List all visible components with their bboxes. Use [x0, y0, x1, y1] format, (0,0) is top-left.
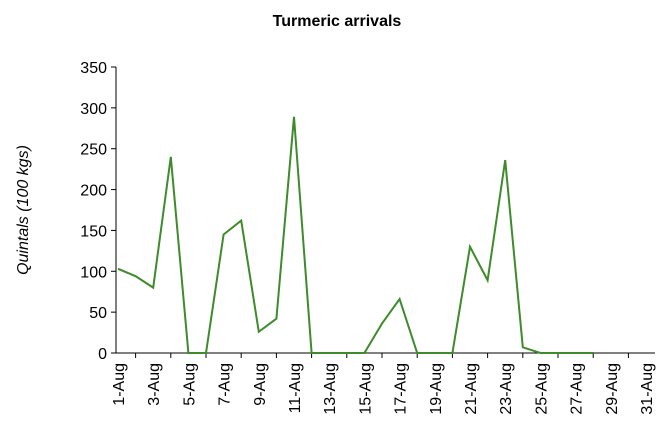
line-series [117, 116, 594, 354]
x-tick-label: 27-Aug [569, 363, 586, 415]
x-tick-label: 19-Aug [428, 363, 445, 415]
x-tick-label: 9-Aug [252, 363, 269, 406]
x-tick-label: 21-Aug [463, 363, 480, 415]
y-tick-label: 250 [80, 142, 107, 159]
chart-title: Turmeric arrivals [273, 13, 402, 30]
x-tick-label: 3-Aug [146, 363, 163, 406]
x-tick-label: 7-Aug [217, 363, 234, 406]
y-tick-label: 100 [80, 264, 107, 281]
x-tick-label: 25-Aug [533, 363, 550, 415]
x-tick-label: 5-Aug [181, 363, 198, 406]
y-tick-label: 350 [80, 60, 107, 77]
y-tick-label: 50 [89, 305, 107, 322]
x-tick-label: 13-Aug [322, 363, 339, 415]
y-tick-label: 200 [80, 183, 107, 200]
y-tick-label: 300 [80, 101, 107, 118]
x-tick-label: 17-Aug [393, 363, 410, 415]
x-tick-label: 11-Aug [287, 363, 304, 413]
x-tick-label: 23-Aug [498, 363, 515, 415]
y-tick-label: 0 [98, 346, 107, 363]
x-tick-label: 15-Aug [357, 363, 374, 415]
x-tick-label: 31-Aug [639, 363, 656, 415]
x-tick-label: 29-Aug [604, 363, 621, 415]
y-axis-label: Quintals (100 kgs) [15, 145, 32, 275]
x-tick-label: 1-Aug [111, 363, 128, 406]
y-tick-label: 150 [80, 223, 107, 240]
